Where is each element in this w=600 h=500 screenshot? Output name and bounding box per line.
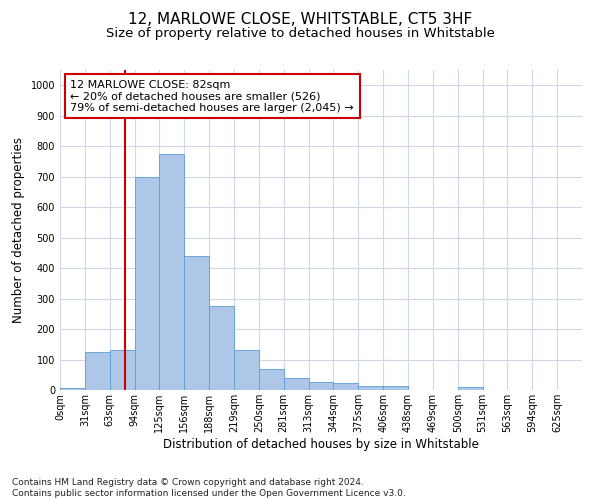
Bar: [160, 154, 184, 390]
Bar: [259, 368, 284, 390]
X-axis label: Distribution of detached houses by size in Whitstable: Distribution of detached houses by size …: [163, 438, 479, 450]
Bar: [308, 382, 334, 390]
Text: Size of property relative to detached houses in Whitstable: Size of property relative to detached ho…: [106, 28, 494, 40]
Text: Contains HM Land Registry data © Crown copyright and database right 2024.
Contai: Contains HM Land Registry data © Crown c…: [12, 478, 406, 498]
Bar: [334, 384, 358, 390]
Bar: [358, 386, 383, 390]
Bar: [184, 256, 209, 390]
Bar: [383, 386, 408, 390]
Bar: [458, 387, 482, 390]
Bar: [234, 350, 259, 390]
Text: 12 MARLOWE CLOSE: 82sqm
← 20% of detached houses are smaller (526)
79% of semi-d: 12 MARLOWE CLOSE: 82sqm ← 20% of detache…: [70, 80, 354, 113]
Bar: [134, 176, 160, 390]
Bar: [110, 350, 134, 390]
Y-axis label: Number of detached properties: Number of detached properties: [12, 137, 25, 323]
Text: 12, MARLOWE CLOSE, WHITSTABLE, CT5 3HF: 12, MARLOWE CLOSE, WHITSTABLE, CT5 3HF: [128, 12, 472, 28]
Bar: [60, 388, 85, 390]
Bar: [209, 306, 234, 390]
Bar: [284, 378, 308, 390]
Bar: [85, 352, 110, 390]
